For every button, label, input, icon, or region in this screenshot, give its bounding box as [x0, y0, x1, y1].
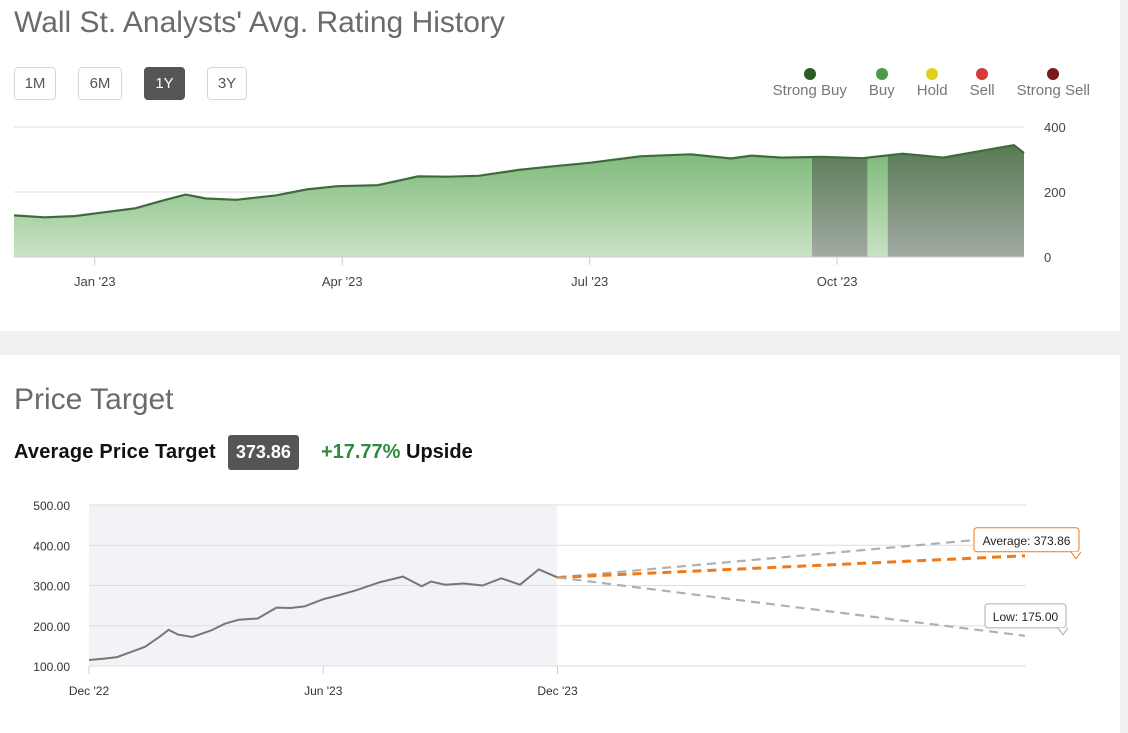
rating-segment-buy [867, 145, 888, 257]
legend-label: Strong Sell [1016, 82, 1090, 99]
low-target-callout: Low: 175.00 [984, 603, 1069, 636]
x-tick-label: Dec '22 [69, 684, 110, 698]
average-target-callout: Average: 373.86 [973, 527, 1082, 560]
legend-label: Strong Buy [772, 82, 847, 99]
y-tick-label: 400.00 [33, 539, 70, 553]
callout-text: Average: 373.86 [983, 534, 1071, 548]
page-margin [1120, 0, 1128, 733]
legend-dot [875, 68, 888, 80]
upside-word: Upside [406, 440, 473, 463]
rating-segment-strong-buy [887, 145, 1024, 257]
low-target-line [557, 576, 1026, 637]
upside-percent: +17.77% [320, 440, 401, 463]
range-button-3y[interactable]: 3Y [207, 67, 247, 100]
rating-segment-buy [14, 145, 812, 257]
average-price-target-row: Average Price Target 373.86 +17.77% Upsi… [14, 433, 473, 471]
y-tick-label: 0 [1044, 250, 1051, 265]
x-tick-label: Dec '23 [537, 684, 578, 698]
rating-legend: Strong Buy Buy Hold Sell Strong Sell [751, 68, 1090, 99]
price-line [13, 144, 1025, 219]
y-tick-label: 400 [1044, 120, 1066, 135]
callout-pointer [1057, 627, 1069, 636]
range-button-1m[interactable]: 1M [14, 67, 56, 100]
legend-dot [976, 68, 989, 80]
rating-history-panel: Wall St. Analysts' Avg. Rating History 1… [0, 0, 1120, 331]
x-tick-label: Jul '23 [571, 274, 608, 289]
legend-item-hold[interactable]: Hold [917, 68, 948, 99]
average-price-target-value: 373.86 [227, 434, 299, 470]
price-target-chart: 500.00 400.00 300.00 200.00 100.00 Dec '22 Jun… [33, 499, 1082, 698]
x-tick-label: Jan '23 [74, 274, 116, 289]
rating-history-chart: 400 200 0 Jan '23 Apr '23 Jul '23 Oct '23 [13, 120, 1066, 289]
upside-text: +17.77% Upside [321, 441, 473, 464]
legend-label: Buy [868, 82, 895, 99]
average-price-target-label: Average Price Target [14, 440, 216, 463]
rating-segment-strong-buy [811, 145, 868, 257]
price-target-title: Price Target [14, 383, 174, 416]
legend-item-strong-buy[interactable]: Strong Buy [773, 68, 847, 99]
average-target-line [557, 554, 1026, 579]
high-target-line [557, 534, 1026, 579]
x-tick-label: Apr '23 [322, 274, 363, 289]
x-tick-label: Jun '23 [304, 684, 343, 698]
callout-box [984, 603, 1067, 629]
legend-item-sell[interactable]: Sell [970, 68, 995, 99]
x-tick-label: Oct '23 [817, 274, 858, 289]
callout-pointer [1070, 551, 1082, 560]
legend-label: Hold [916, 82, 948, 99]
legend-item-strong-sell[interactable]: Strong Sell [1017, 68, 1090, 99]
y-tick-label: 300.00 [33, 580, 70, 594]
y-tick-label: 100.00 [33, 660, 70, 674]
price-target-panel: Price Target Average Price Target 373.86… [0, 355, 1120, 733]
legend-dot [803, 68, 816, 80]
price-line [88, 568, 558, 661]
legend-dot [1047, 68, 1060, 80]
y-tick-label: 200 [1044, 185, 1066, 200]
y-tick-label: 500.00 [33, 499, 70, 513]
legend-item-buy[interactable]: Buy [869, 68, 895, 99]
range-button-1y[interactable]: 1Y [144, 67, 185, 100]
callout-text: Low: 175.00 [993, 610, 1059, 624]
range-button-6m[interactable]: 6M [78, 67, 122, 100]
y-tick-label: 200.00 [33, 620, 70, 634]
legend-label: Sell [969, 82, 995, 99]
rating-history-title: Wall St. Analysts' Avg. Rating History [14, 6, 505, 39]
callout-box [973, 527, 1080, 553]
legend-dot [926, 68, 939, 80]
